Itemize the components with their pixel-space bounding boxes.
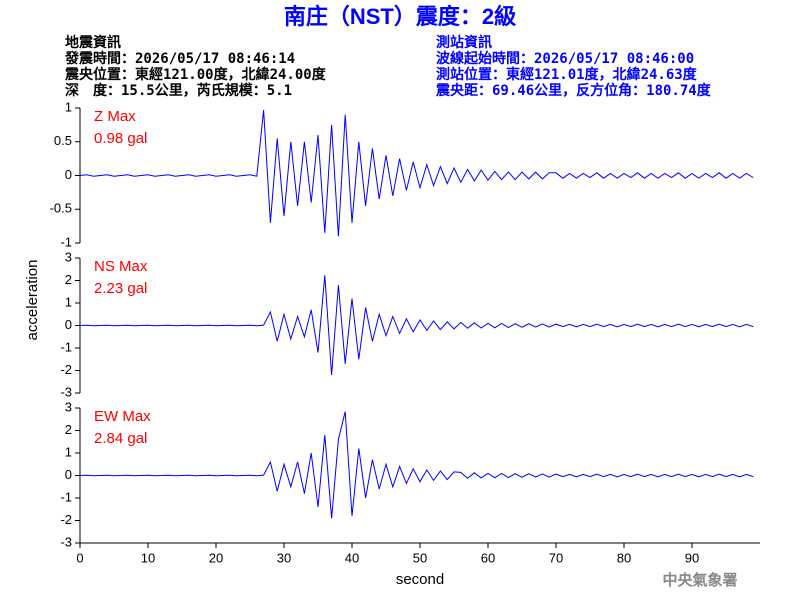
annotation: 0.98 gal [94,130,147,147]
waveform [79,411,754,519]
info-line: 波線起始時間：2026/05/17 08:46:00 [436,50,694,67]
annotation: 2.84 gal [94,430,147,447]
annotation: 2.23 gal [94,280,147,297]
y-tick-label: 2 [65,422,72,437]
y-tick-label: -1 [60,489,72,504]
y-tick-label: -3 [60,384,72,399]
info-line: 震央位置：東經121.00度，北緯24.00度 [64,66,327,83]
x-tick-label: 20 [209,550,223,565]
y-tick-label: 1 [65,294,72,309]
y-tick-label: 0 [65,467,72,482]
waveform [79,275,754,376]
y-tick-label: -2 [60,512,72,527]
info-line: 測站資訊 [436,34,492,51]
y-tick-label: -1 [60,234,72,249]
info-line: 發震時間：2026/05/17 08:46:14 [64,50,295,67]
x-tick-label: 40 [345,550,359,565]
title: 南庄（NST）震度：2級 [284,4,516,29]
y-tick-label: 0.5 [54,133,72,148]
y-tick-label: 0 [65,317,72,332]
annotation: NS Max [94,258,148,275]
y-tick-label: 3 [65,249,72,264]
x-tick-label: 70 [549,550,563,565]
y-tick-label: -1 [60,339,72,354]
y-tick-label: -2 [60,362,72,377]
annotation: Z Max [94,108,136,125]
x-tick-label: 10 [141,550,155,565]
y-tick-label: -0.5 [50,201,72,216]
x-tick-label: 30 [277,550,291,565]
info-line: 地震資訊 [65,34,121,51]
x-tick-label: 0 [76,550,83,565]
y-tick-label: 2 [65,272,72,287]
y-tick-label: 3 [65,399,72,414]
info-line: 深 度：15.5公里，芮氏規模：5.1 [65,82,292,99]
y-tick-label: 1 [65,99,72,114]
info-line: 測站位置：東經121.01度，北緯24.63度 [436,66,698,83]
waveform [79,109,754,237]
x-tick-label: 80 [617,550,631,565]
y-tick-label: 1 [65,444,72,459]
footer: 中央氣象署 [662,571,737,589]
x-tick-label: 50 [413,550,427,565]
x-axis-label: second [396,571,444,588]
info-line: 震央距：69.46公里，反方位角：180.74度 [435,82,712,99]
x-tick-label: 60 [481,550,495,565]
y-tick-label: 0 [65,167,72,182]
y-axis-label: acceleration [24,260,41,341]
y-tick-label: -3 [60,534,72,549]
x-tick-label: 90 [685,550,699,565]
annotation: EW Max [94,408,151,425]
